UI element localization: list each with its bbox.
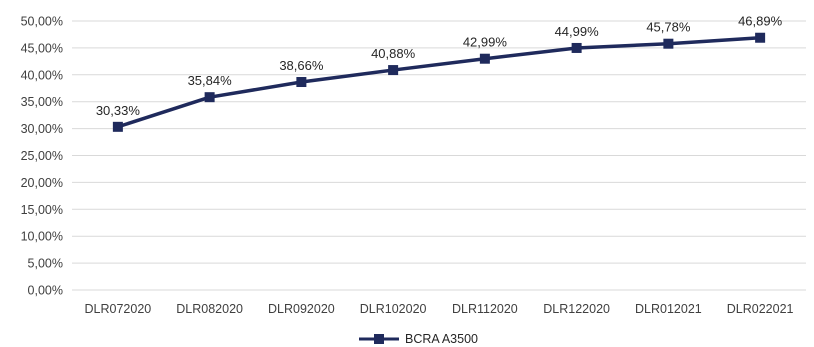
y-tick-label: 45,00% <box>21 41 63 55</box>
x-axis-tick-labels: DLR072020 DLR082020 DLR092020 DLR102020 DLR1… <box>85 302 794 316</box>
y-axis-tick-labels: 0,00% 5,00% 10,00% 15,00% 20,00% 25,00% 30,00%… <box>21 15 63 298</box>
y-tick-label: 15,00% <box>21 203 63 217</box>
y-tick-label: 30,00% <box>21 122 63 136</box>
data-label: 35,84% <box>188 73 233 88</box>
data-point-marker <box>663 38 674 49</box>
y-tick-label: 50,00% <box>21 15 63 29</box>
data-point-marker <box>112 121 123 132</box>
x-tick-label: DLR102020 <box>360 302 427 316</box>
data-point-marker <box>571 42 582 53</box>
legend: BCRA A3500 <box>359 332 478 346</box>
x-tick-label: DLR072020 <box>85 302 152 316</box>
series-line <box>116 35 762 129</box>
x-tick-label: DLR012021 <box>635 302 702 316</box>
x-tick-label: DLR022021 <box>727 302 794 316</box>
x-tick-label: DLR092020 <box>268 302 335 316</box>
x-tick-label: DLR112020 <box>452 302 518 316</box>
data-label: 30,33% <box>96 103 141 118</box>
y-tick-label: 25,00% <box>21 149 63 163</box>
data-label: 44,99% <box>555 24 600 39</box>
data-labels: 30,33% 35,84% 38,66% 40,88% 42,99% 44,99% 45,7… <box>96 14 783 118</box>
data-point-marker <box>388 65 399 76</box>
data-point-marker <box>204 92 215 103</box>
x-tick-label: DLR082020 <box>176 302 243 316</box>
y-tick-label: 40,00% <box>21 68 63 82</box>
x-tick-label: DLR122020 <box>543 302 610 316</box>
data-point-marker <box>296 77 307 88</box>
y-tick-label: 5,00% <box>28 257 63 271</box>
data-label: 38,66% <box>279 58 324 73</box>
data-point-marker <box>755 32 766 43</box>
gridlines <box>72 20 806 291</box>
data-label: 42,99% <box>463 35 508 50</box>
y-tick-label: 0,00% <box>28 284 63 298</box>
y-tick-label: 35,00% <box>21 95 63 109</box>
y-tick-label: 20,00% <box>21 176 63 190</box>
series-layer <box>112 32 766 132</box>
data-point-marker <box>479 53 490 64</box>
data-label: 45,78% <box>646 20 691 35</box>
y-tick-label: 10,00% <box>21 230 63 244</box>
legend-label: BCRA A3500 <box>405 332 478 346</box>
data-label: 40,88% <box>371 46 416 61</box>
legend-marker-swatch <box>374 334 384 344</box>
data-label: 46,89% <box>738 14 783 29</box>
